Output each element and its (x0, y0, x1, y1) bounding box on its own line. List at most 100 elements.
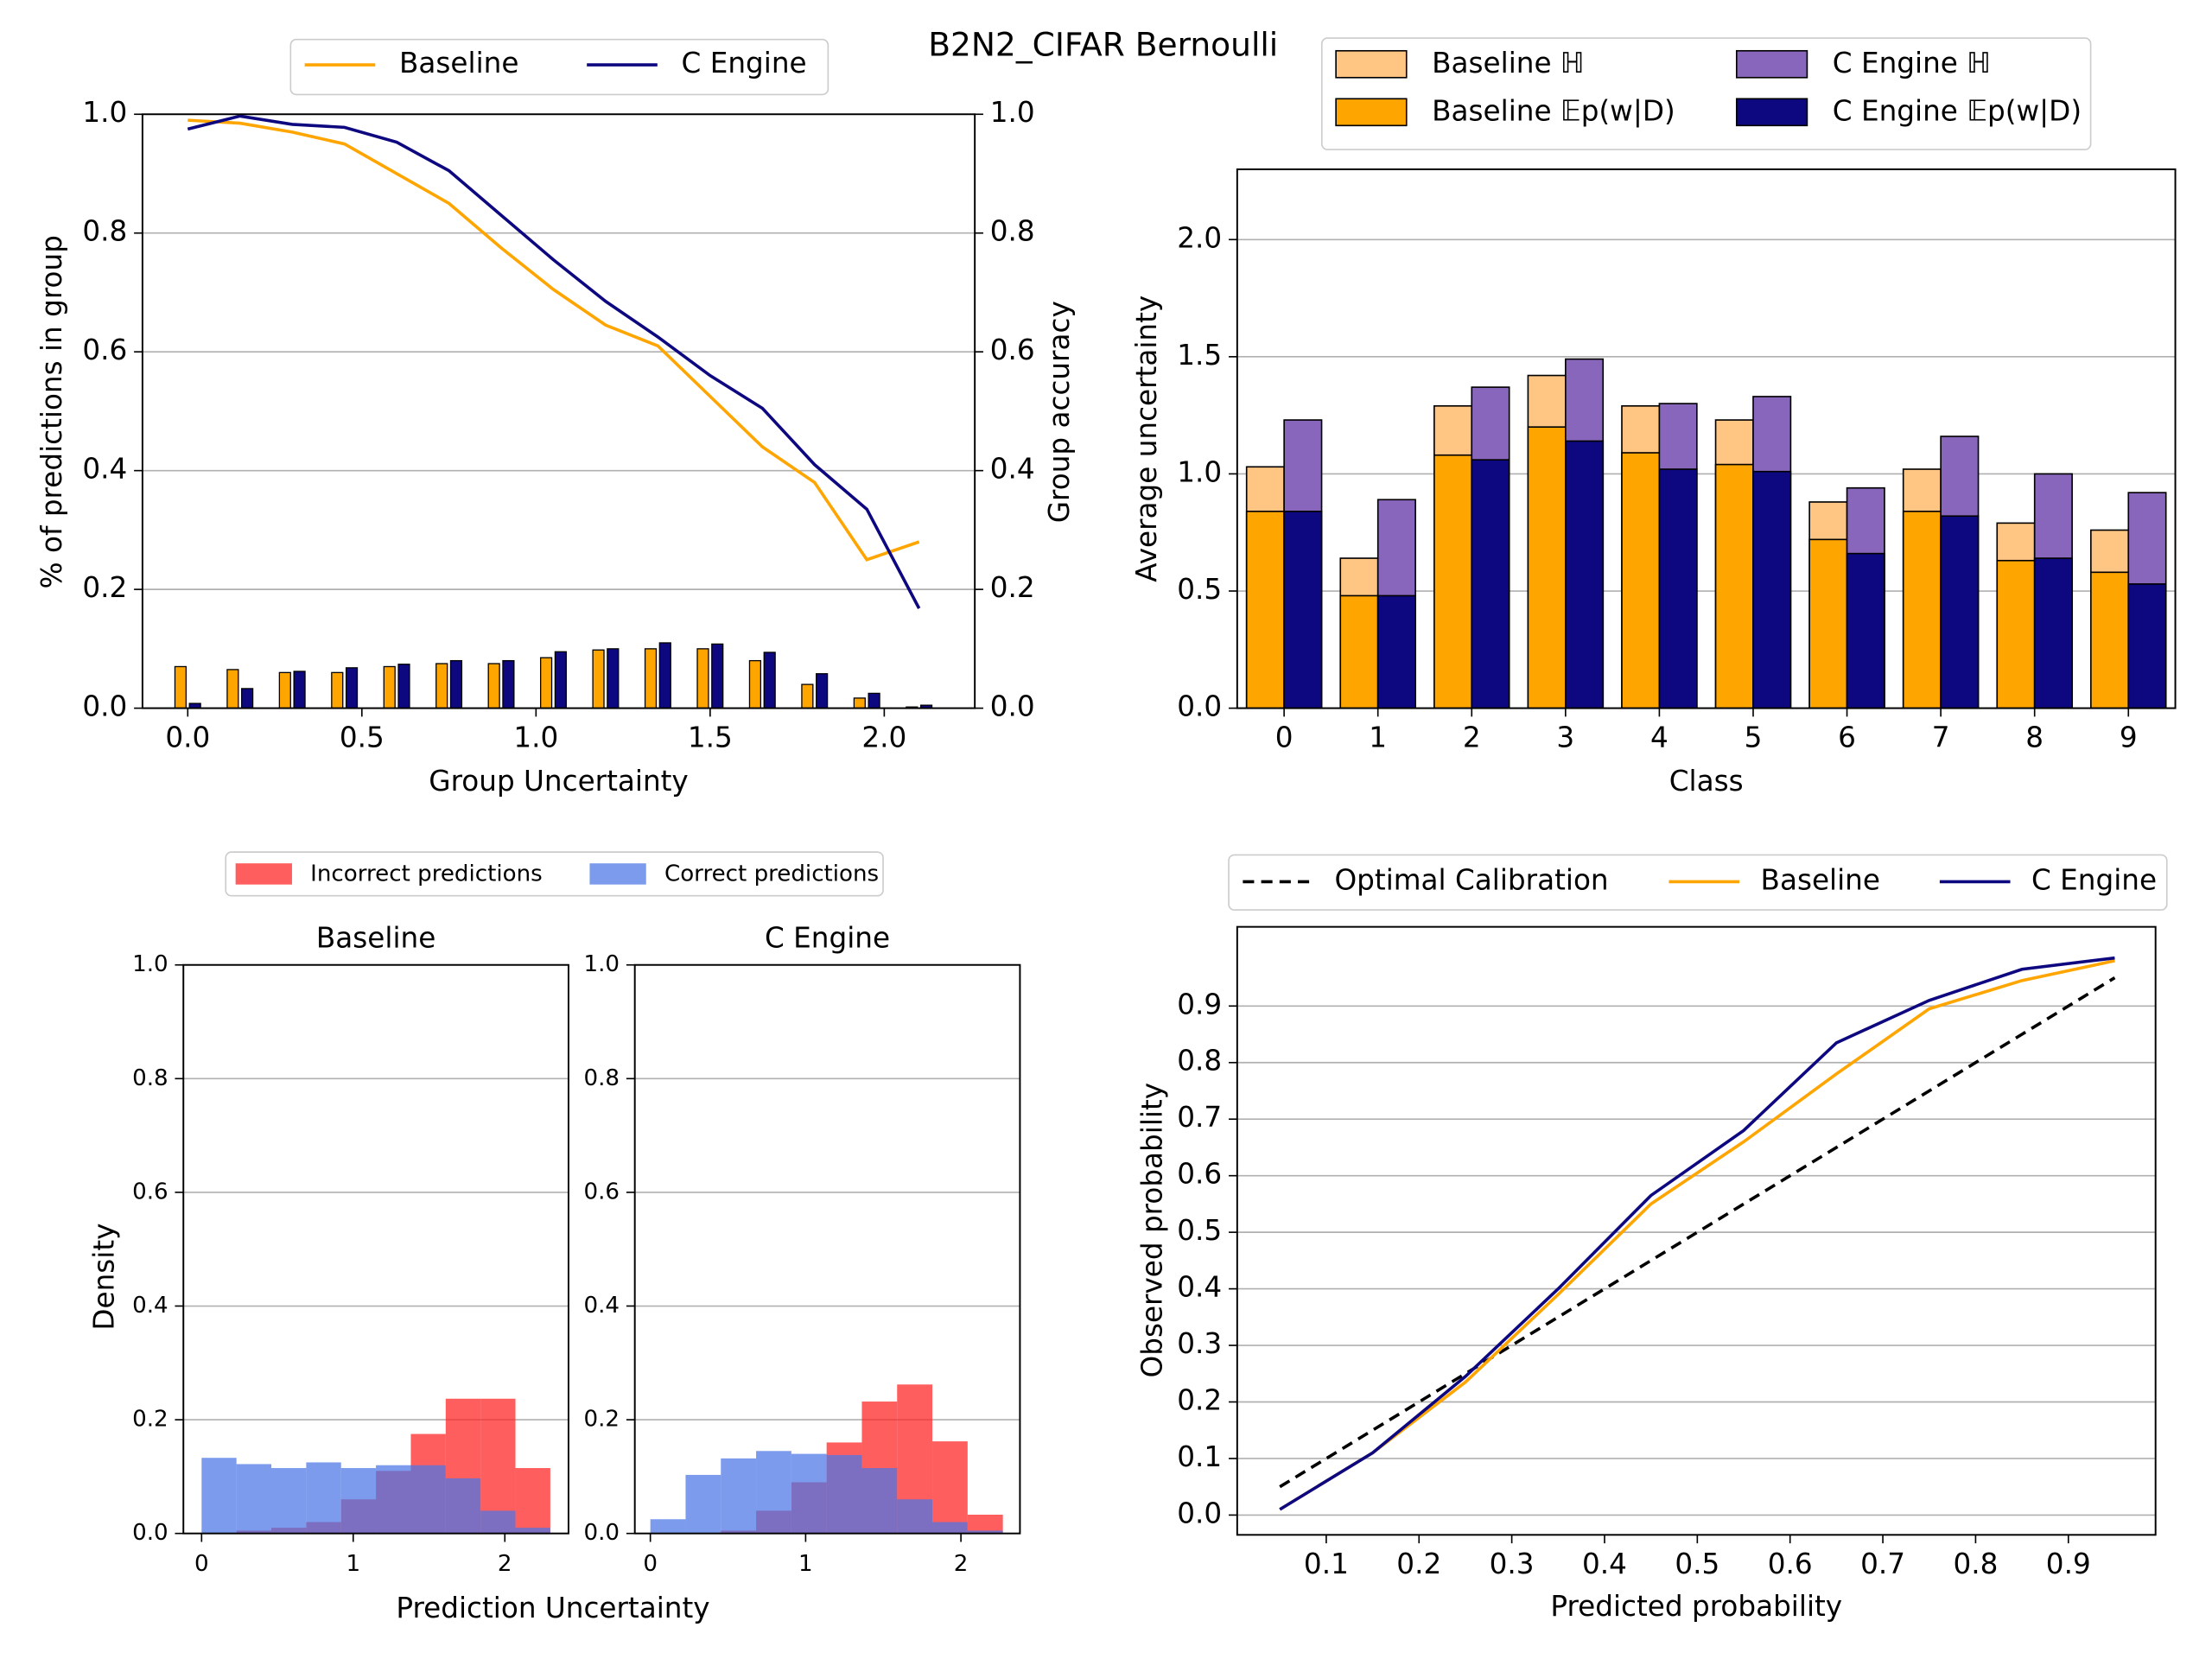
x-tick-label: 2.0 (861, 721, 906, 754)
y-tick-label: 0.8 (1177, 1045, 1222, 1077)
bar (241, 688, 254, 709)
histogram-bar (756, 1451, 791, 1534)
line-series (1279, 959, 2115, 1511)
x-tick-label: 0.0 (165, 721, 210, 754)
y-tick-label: 0.1 (1177, 1440, 1222, 1473)
legend-swatch (1335, 98, 1408, 127)
y-tick-label: 0.0 (1177, 690, 1222, 723)
x-tick-label: 0.9 (2046, 1548, 2091, 1580)
legend-swatch (1735, 49, 1808, 79)
y-tick-label: 0.6 (1177, 1158, 1222, 1191)
histogram-bar (306, 1462, 341, 1534)
y-tick-label: 0.5 (1177, 573, 1222, 606)
x-tick-label: 1 (346, 1551, 360, 1577)
bar (1714, 463, 1754, 709)
bar (345, 667, 359, 709)
legend-label: C Engine 𝔼p(w|D) (1833, 95, 2082, 128)
line-series (187, 114, 921, 609)
histogram-bar (376, 1465, 411, 1534)
y-tick-label: 0.6 (82, 334, 127, 366)
y2-tick-label: 0.0 (990, 690, 1035, 723)
legend-swatch (235, 863, 292, 885)
y-tick-label: 1.0 (132, 951, 168, 977)
x-tick-label: 0.8 (1953, 1548, 1998, 1580)
y-tick-label: 1.0 (584, 951, 620, 977)
bar (2033, 557, 2073, 709)
y-tick-label: 0.6 (132, 1179, 168, 1205)
bar (801, 683, 814, 709)
line-series (188, 118, 920, 562)
y-tick-label: 0.4 (82, 453, 127, 486)
bar (748, 659, 762, 709)
bar (711, 643, 724, 709)
x-tick-label: 0.2 (1396, 1548, 1441, 1580)
plot-frame (1236, 925, 2157, 1536)
x-tick-label: 2 (1463, 721, 1481, 754)
x-tick-label: 0.1 (1304, 1548, 1349, 1580)
y-tick-label: 0.4 (1177, 1271, 1222, 1304)
plot-frame (141, 113, 976, 709)
y-tick-label: 0.7 (1177, 1101, 1222, 1134)
y-axis-label: Observed probability (1136, 1083, 1169, 1378)
y-tick-label: 0.6 (584, 1179, 620, 1205)
x-tick-label: 0.7 (1860, 1548, 1905, 1580)
legend-label: Baseline (1761, 863, 1880, 896)
x-tick-label: 1.5 (688, 721, 733, 754)
histogram-bar (721, 1458, 757, 1534)
legend-box (289, 38, 830, 96)
line-series (1279, 976, 2116, 1489)
y-tick-label: 0.4 (132, 1293, 168, 1319)
histogram-bar (967, 1514, 1003, 1534)
bar (644, 648, 658, 709)
x-tick-label: 2 (954, 1551, 969, 1577)
x-tick-label: 7 (1932, 721, 1950, 754)
y2-tick-label: 0.6 (990, 334, 1035, 366)
legend-label: C Engine (2031, 863, 2157, 896)
histogram-bar (480, 1510, 516, 1534)
bar (1471, 459, 1510, 709)
histogram-bar (410, 1465, 446, 1534)
bar (1339, 594, 1379, 709)
histogram-bar (236, 1464, 272, 1534)
x-tick-label: 0 (194, 1551, 209, 1577)
bar (1245, 510, 1285, 709)
bar (487, 663, 500, 709)
x-tick-label: 2 (498, 1551, 512, 1577)
y-tick-label: 0.2 (82, 571, 127, 604)
x-tick-label: 1 (798, 1551, 813, 1577)
histogram-bar (515, 1528, 550, 1534)
bar (853, 697, 866, 709)
bar (2127, 583, 2167, 709)
x-tick-label: 1 (1369, 721, 1387, 754)
x-tick-label: 0.4 (1582, 1548, 1627, 1580)
x-tick-label: 0 (1275, 721, 1294, 754)
x-tick-label: 3 (1556, 721, 1574, 754)
y-tick-label: 0.8 (82, 215, 127, 248)
y-axis-label: Density (87, 1224, 120, 1331)
histogram-bar (932, 1522, 968, 1534)
bar (1433, 454, 1473, 709)
y2-tick-label: 0.8 (990, 215, 1035, 248)
y2-tick-label: 0.2 (990, 571, 1035, 604)
y-tick-label: 1.0 (82, 96, 127, 129)
x-tick-label: 6 (1838, 721, 1856, 754)
y-tick-label: 0.8 (132, 1065, 168, 1091)
figure-title: B2N2_CIFAR Bernoulli (928, 25, 1278, 63)
line-series (1279, 956, 2115, 1511)
y-tick-label: 0.0 (1177, 1497, 1222, 1529)
histogram-bar (861, 1468, 898, 1534)
legend-label: Baseline 𝔼p(w|D) (1432, 95, 1675, 128)
y-axis-label: % of predictions in group (35, 235, 68, 588)
bar (1621, 452, 1661, 709)
bar (383, 665, 396, 709)
bar (278, 671, 291, 709)
x-tick-label: 0.3 (1490, 1548, 1535, 1580)
y-tick-label: 2.0 (1177, 221, 1222, 254)
x-tick-label: 0 (643, 1551, 658, 1577)
plot-frame (633, 963, 1021, 1535)
y2-tick-label: 0.4 (990, 453, 1035, 486)
histogram-bar (826, 1454, 862, 1534)
bar (435, 663, 448, 709)
histogram-bar (791, 1453, 827, 1534)
